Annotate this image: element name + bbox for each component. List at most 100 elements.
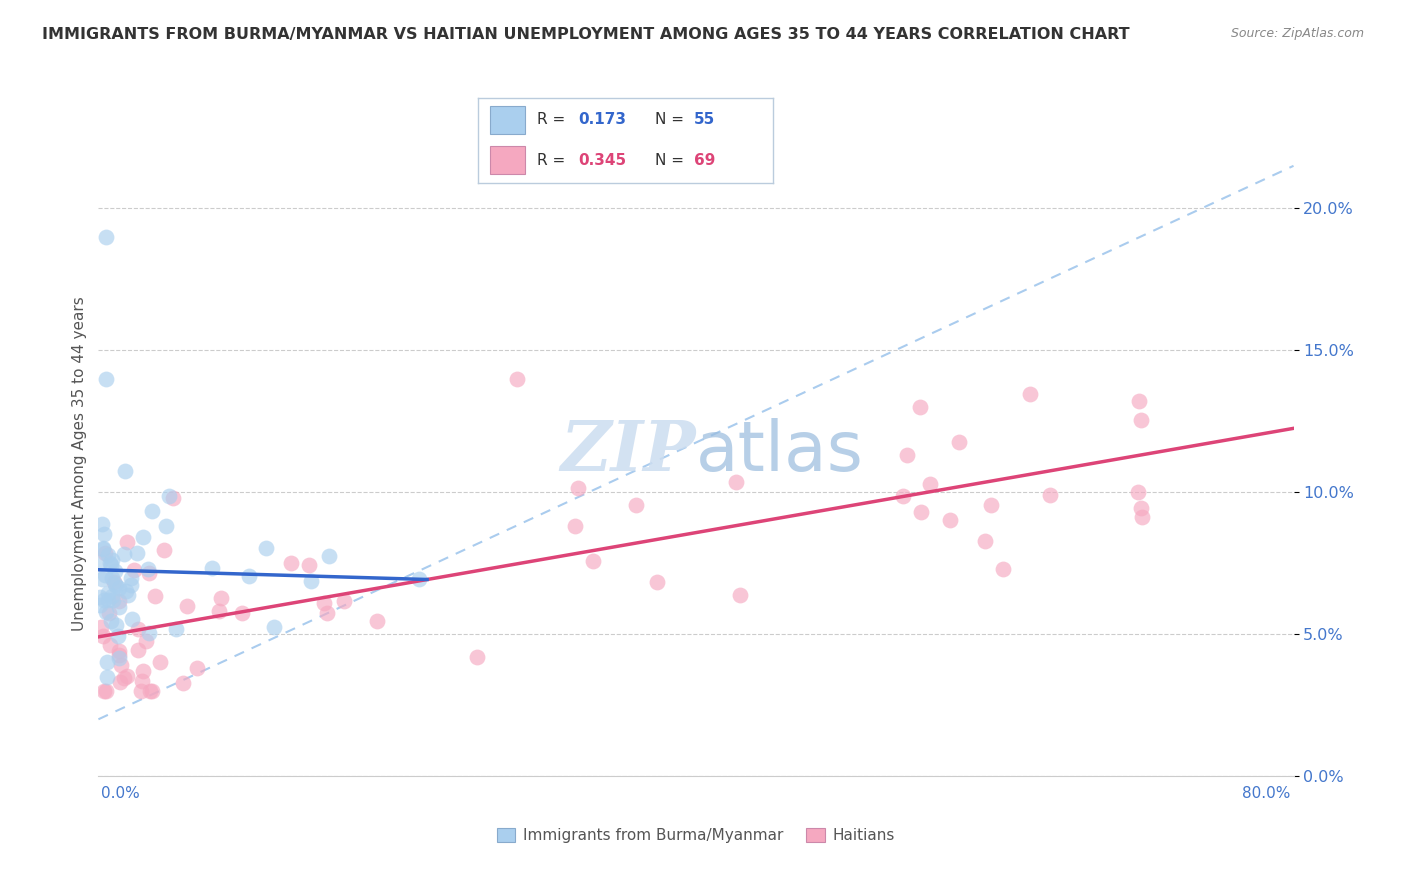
Point [101,592,124,607]
Point [127,622,149,636]
Point [139,684,162,698]
Point [238,569,260,583]
Point [115,534,138,549]
Point [567,481,589,495]
Point [231,606,253,620]
Point [299,574,322,589]
Point [918,476,941,491]
Point [208,604,231,618]
Point [98,606,121,620]
Point [110,658,132,673]
Bar [489,106,526,134]
Point [143,589,166,603]
Point [100,615,122,629]
Point [138,566,160,581]
Text: 80.0%: 80.0% [1243,787,1291,801]
Point [176,599,198,613]
Text: 0.0%: 0.0% [101,787,141,801]
Point [107,629,129,643]
Point [89,598,111,612]
Legend: Immigrants from Burma/Myanmar, Haitians: Immigrants from Burma/Myanmar, Haitians [491,822,901,849]
Text: 0.345: 0.345 [578,153,627,168]
Point [93,542,115,557]
Point [209,591,232,605]
Point [108,675,131,690]
Point [104,576,127,591]
Point [97,586,120,600]
Point [333,593,356,607]
Point [96,670,118,684]
Text: R =: R = [537,153,565,168]
Point [98,638,121,652]
Point [96,655,118,669]
Point [564,518,586,533]
Point [138,562,160,576]
Point [465,650,488,665]
Point [100,556,122,570]
Point [104,579,127,593]
Point [155,518,177,533]
Text: ZIP: ZIP [561,417,696,485]
Point [1126,484,1149,499]
Text: IMMIGRANTS FROM BURMA/MYANMAR VS HAITIAN UNEMPLOYMENT AMONG AGES 35 TO 44 YEARS : IMMIGRANTS FROM BURMA/MYANMAR VS HAITIAN… [42,27,1130,42]
Text: 69: 69 [693,153,716,168]
Point [1128,393,1150,408]
Point [103,575,125,590]
Point [124,563,146,577]
Text: Source: ZipAtlas.com: Source: ZipAtlas.com [1230,27,1364,40]
Point [408,572,430,586]
Point [112,671,135,685]
Point [89,555,111,569]
Point [1130,412,1153,426]
Point [728,588,751,602]
Point [93,526,115,541]
Point [115,583,138,598]
Point [121,612,143,626]
Point [201,561,224,575]
Point [1039,488,1062,502]
Point [107,599,129,614]
Point [96,684,118,698]
Point [107,644,129,658]
Point [100,553,122,567]
Point [127,643,149,657]
Point [939,513,962,527]
Point [254,541,277,555]
Text: N =: N = [655,153,685,168]
Point [101,589,124,603]
Point [108,581,131,595]
Point [948,435,970,450]
Point [312,597,335,611]
Point [114,464,136,478]
Point [93,593,115,607]
Point [91,629,114,643]
Point [1130,510,1153,524]
Point [149,655,172,669]
Point [172,675,194,690]
Point [135,634,157,648]
Point [132,665,155,679]
Point [112,547,135,561]
Point [93,684,115,698]
Point [100,558,122,572]
Point [104,564,127,578]
Point [141,684,163,698]
Point [94,567,117,582]
Point [645,575,668,590]
Point [121,571,143,585]
Point [104,618,127,632]
Point [582,554,605,568]
Point [131,673,153,688]
Text: 0.173: 0.173 [578,112,627,128]
Point [101,571,124,585]
Point [108,651,131,665]
Point [117,588,139,602]
Point [97,548,120,562]
Point [129,684,152,698]
Point [980,498,1002,512]
Text: 55: 55 [693,112,714,128]
Y-axis label: Unemployment Among Ages 35 to 44 years: Unemployment Among Ages 35 to 44 years [72,296,87,632]
Point [724,475,747,489]
Point [125,546,148,560]
Point [1129,501,1152,516]
